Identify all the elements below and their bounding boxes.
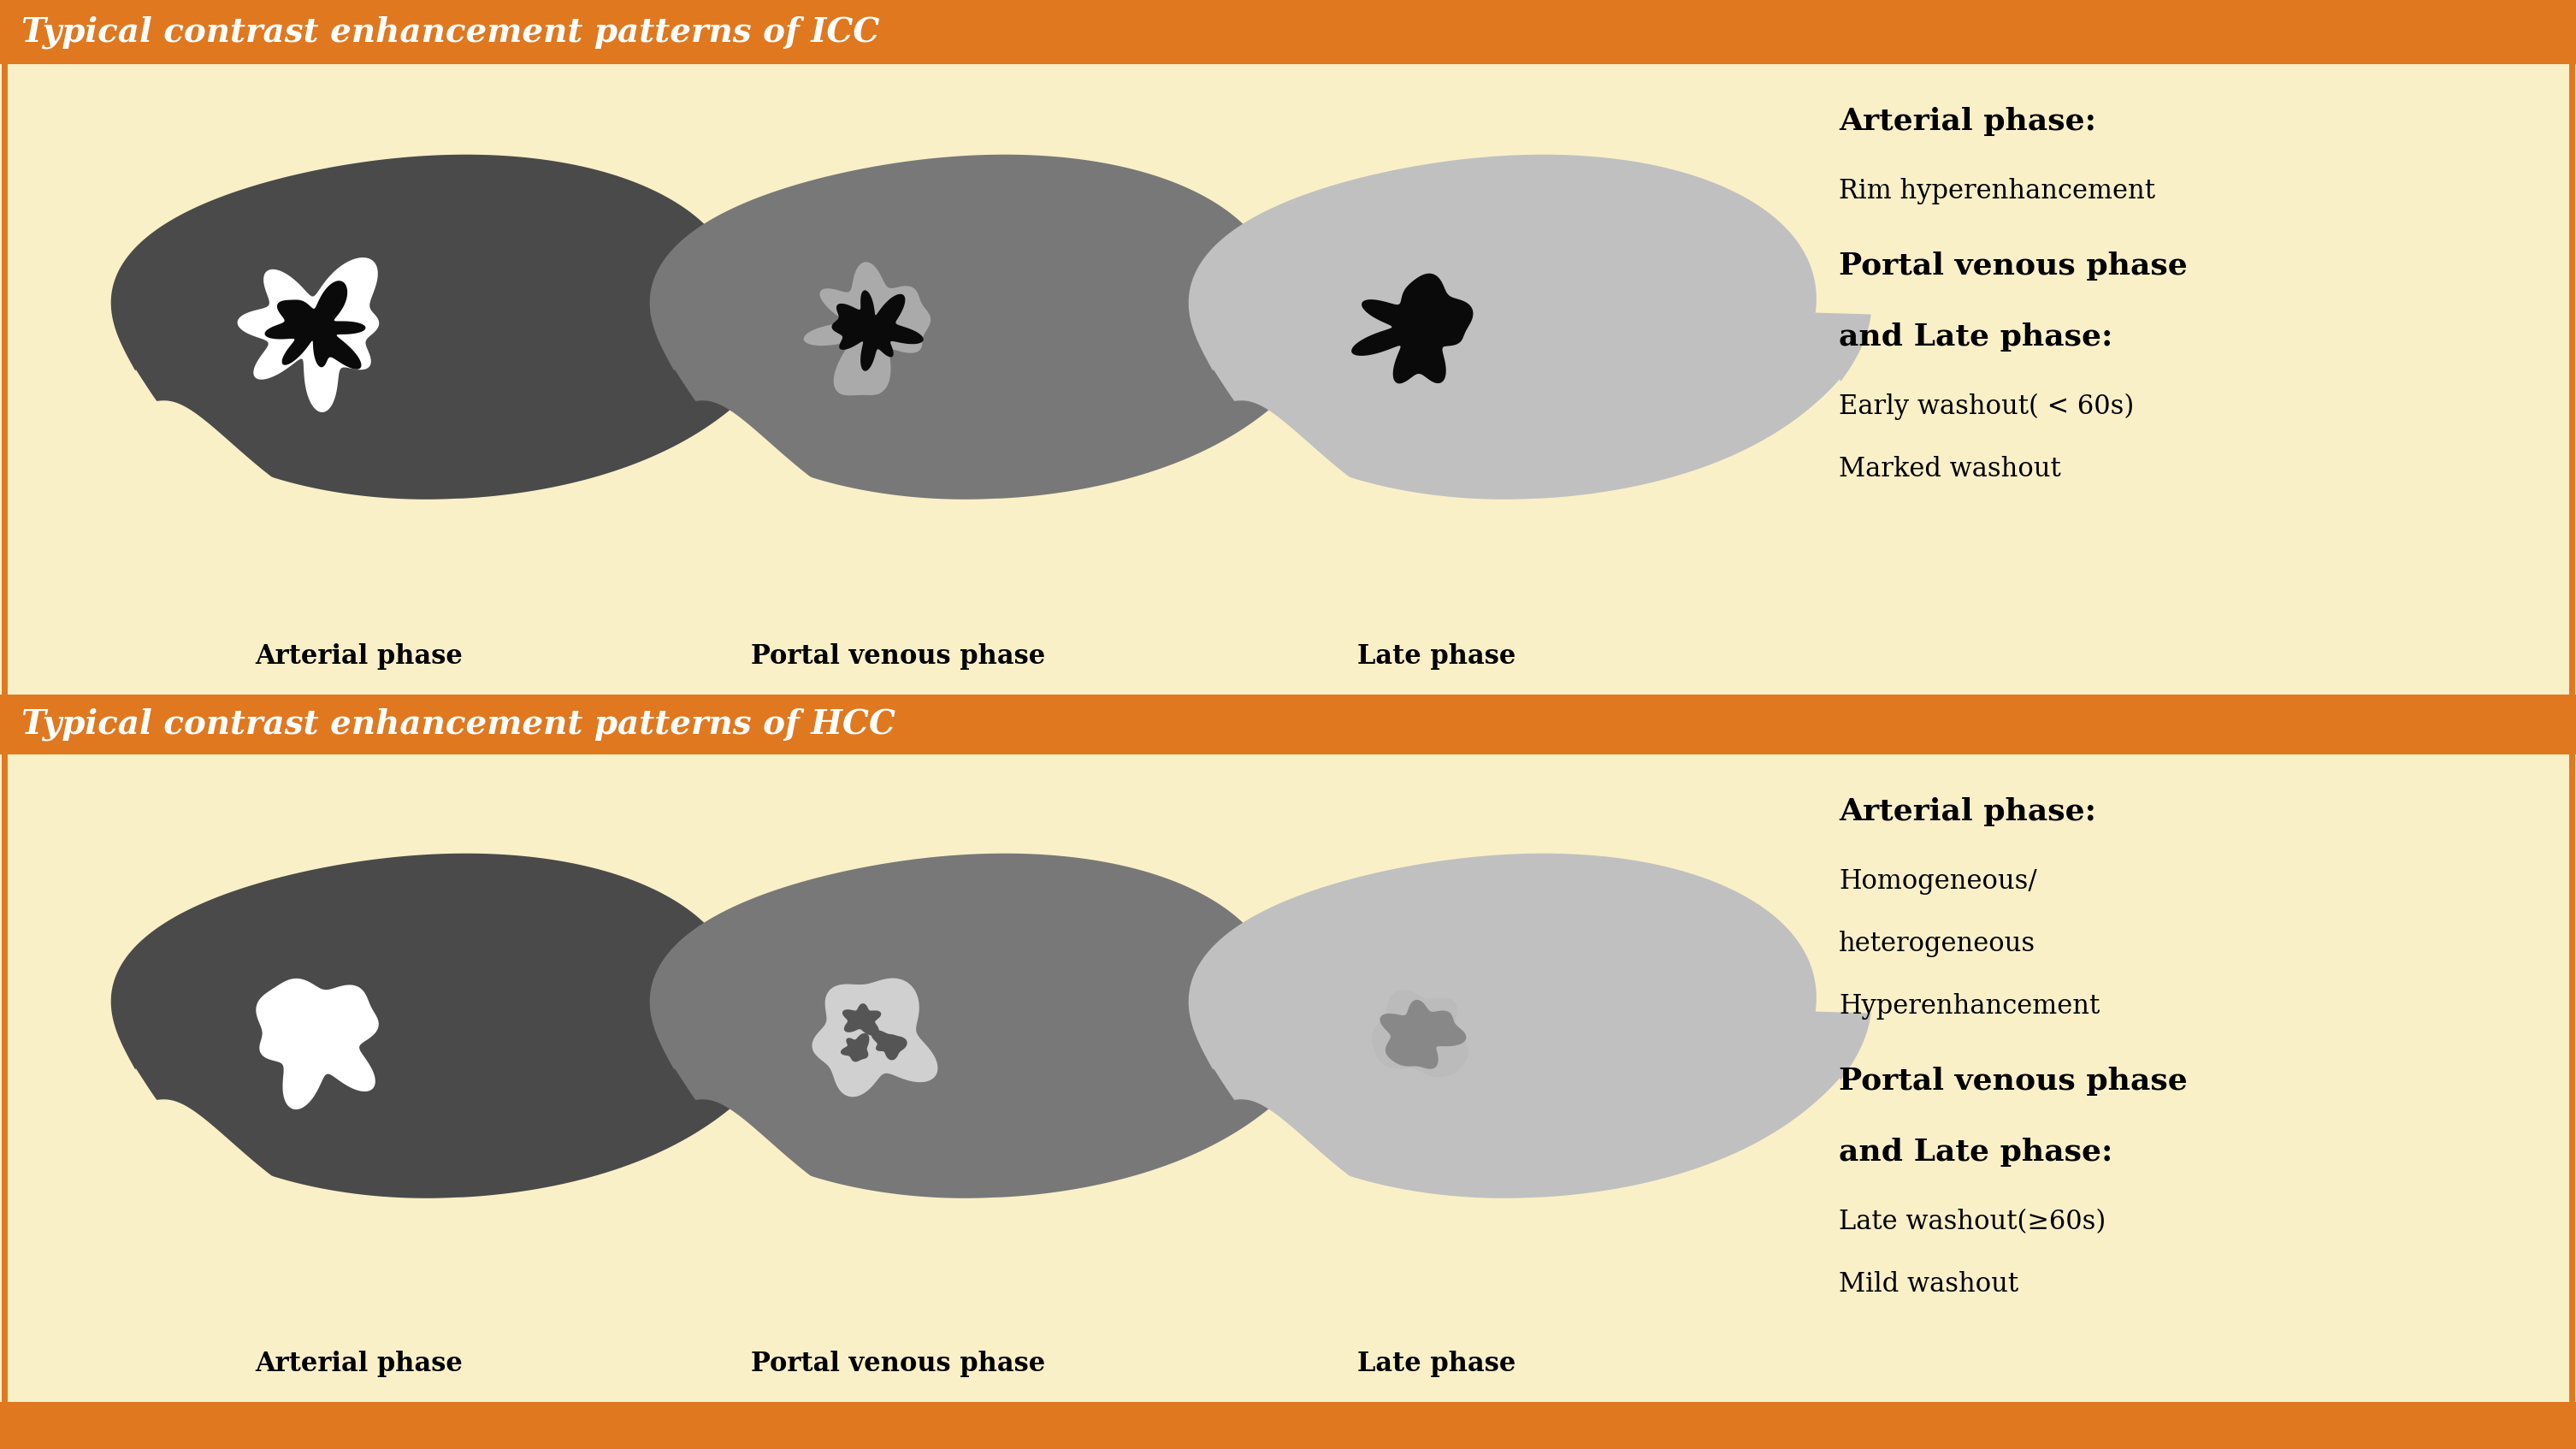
Text: and Late phase:: and Late phase: <box>1839 323 2112 352</box>
Polygon shape <box>804 262 930 396</box>
Text: Arterial phase:: Arterial phase: <box>1839 107 2097 136</box>
Polygon shape <box>1370 990 1468 1077</box>
Text: Typical contrast enhancement patterns of ICC: Typical contrast enhancement patterns of… <box>21 16 878 49</box>
Text: Portal venous phase: Portal venous phase <box>1839 1066 2187 1095</box>
Polygon shape <box>1352 274 1473 384</box>
Polygon shape <box>0 64 2576 694</box>
Polygon shape <box>0 755 2576 1403</box>
Text: Late phase: Late phase <box>1358 643 1517 669</box>
Polygon shape <box>111 155 793 500</box>
Polygon shape <box>0 694 2576 755</box>
Polygon shape <box>0 1403 2576 1449</box>
Polygon shape <box>832 290 922 371</box>
Polygon shape <box>1188 853 1870 1198</box>
Polygon shape <box>649 853 1332 1198</box>
Polygon shape <box>111 853 793 1198</box>
Text: Late washout(≥60s): Late washout(≥60s) <box>1839 1208 2105 1235</box>
Text: Portal venous phase: Portal venous phase <box>750 1350 1046 1377</box>
Polygon shape <box>237 258 379 413</box>
Polygon shape <box>649 155 1332 500</box>
Polygon shape <box>1381 1000 1466 1069</box>
Polygon shape <box>1188 155 1870 500</box>
Polygon shape <box>0 0 2576 64</box>
Polygon shape <box>265 281 366 369</box>
Text: Typical contrast enhancement patterns of HCC: Typical contrast enhancement patterns of… <box>21 709 896 740</box>
Text: Portal venous phase: Portal venous phase <box>1839 252 2187 281</box>
Polygon shape <box>840 1033 868 1062</box>
Text: Hyperenhancement: Hyperenhancement <box>1839 993 2099 1020</box>
Text: Rim hyperenhancement: Rim hyperenhancement <box>1839 178 2156 204</box>
Polygon shape <box>842 1004 881 1036</box>
Polygon shape <box>811 978 938 1097</box>
Text: and Late phase:: and Late phase: <box>1839 1137 2112 1166</box>
Text: Arterial phase:: Arterial phase: <box>1839 797 2097 826</box>
Text: Mild washout: Mild washout <box>1839 1271 2020 1298</box>
Text: Early washout( < 60s): Early washout( < 60s) <box>1839 394 2133 420</box>
Polygon shape <box>255 978 379 1110</box>
Text: Arterial phase: Arterial phase <box>255 643 464 669</box>
Text: Arterial phase: Arterial phase <box>255 1350 464 1377</box>
Text: Portal venous phase: Portal venous phase <box>750 643 1046 669</box>
Polygon shape <box>871 1030 907 1061</box>
Text: Homogeneous/: Homogeneous/ <box>1839 868 2038 894</box>
Text: Late phase: Late phase <box>1358 1350 1517 1377</box>
Text: Marked washout: Marked washout <box>1839 456 2061 483</box>
Text: heterogeneous: heterogeneous <box>1839 930 2035 958</box>
